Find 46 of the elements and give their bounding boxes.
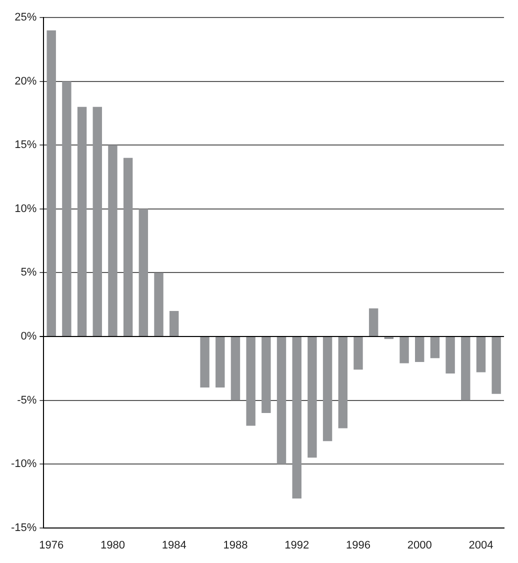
bar [246, 336, 256, 426]
bar [108, 145, 118, 336]
x-tick-label: 2000 [407, 539, 432, 552]
y-tick-label: 5% [20, 266, 37, 279]
bar [262, 336, 271, 414]
bar [154, 272, 164, 336]
bar [430, 336, 440, 358]
bar [46, 30, 56, 336]
y-tick-label: -5% [17, 394, 37, 406]
bar [446, 336, 455, 374]
bar [276, 336, 286, 464]
y-tick-label: -10% [10, 458, 37, 470]
bar [338, 336, 348, 428]
bar [476, 336, 486, 372]
x-tick-label: 1984 [162, 539, 186, 552]
y-tick-label: 20% [14, 75, 37, 88]
y-tick-label: -15% [10, 522, 37, 534]
y-tick-label: 0% [20, 330, 37, 343]
bar [461, 336, 470, 400]
bar [62, 81, 72, 336]
x-tick-label: 1980 [100, 539, 125, 552]
x-tick-label: 1992 [284, 539, 310, 552]
bar [138, 208, 148, 336]
bar [230, 336, 240, 400]
bar [308, 336, 317, 458]
x-tick-label: 1988 [223, 539, 248, 552]
bar [415, 336, 424, 362]
bar [492, 336, 501, 394]
bar [368, 308, 378, 336]
y-tick-label: 25% [14, 12, 37, 24]
y-tick-label: 10% [14, 202, 37, 215]
bar [354, 336, 363, 370]
y-tick-label: 15% [14, 139, 37, 152]
bar [77, 106, 87, 336]
bar [400, 336, 409, 364]
bar [322, 336, 332, 442]
bar [216, 336, 225, 388]
x-tick-label: 1996 [346, 539, 370, 552]
bar [200, 336, 210, 388]
bar [292, 336, 302, 498]
x-tick-label: 1976 [39, 539, 64, 552]
bar [384, 336, 394, 340]
x-tick-label: 2004 [468, 539, 494, 552]
bar [170, 310, 179, 336]
bar [92, 106, 102, 336]
bar [123, 158, 133, 336]
